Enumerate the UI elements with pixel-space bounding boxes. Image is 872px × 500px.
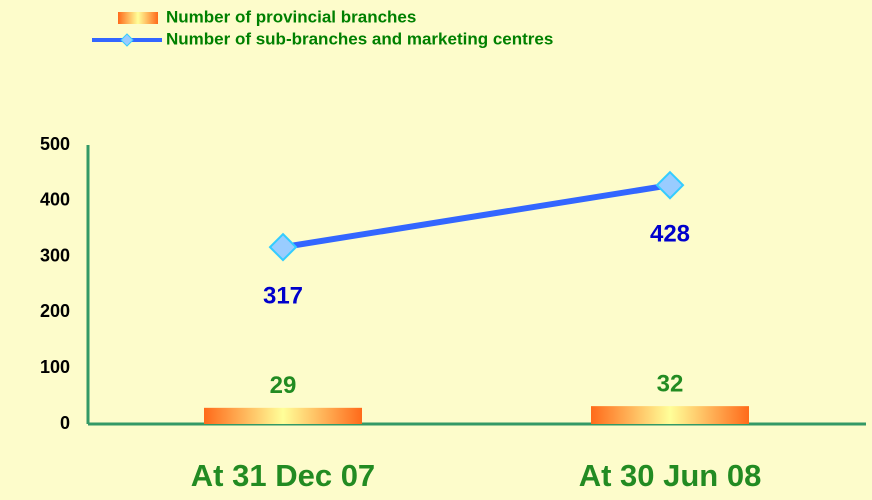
y-tick-label: 0 — [60, 413, 70, 433]
legend-label: Number of sub-branches and marketing cen… — [166, 29, 553, 48]
x-tick-label: At 31 Dec 07 — [191, 458, 375, 493]
y-tick-label: 100 — [40, 357, 70, 377]
x-tick-label: At 30 Jun 08 — [579, 458, 762, 493]
line-value-label: 317 — [263, 282, 303, 309]
y-tick-label: 400 — [40, 190, 70, 210]
y-tick-label: 200 — [40, 301, 70, 321]
bar-value-label: 32 — [657, 370, 684, 397]
y-tick-label: 300 — [40, 245, 70, 265]
y-tick-label: 500 — [40, 134, 70, 154]
line-value-label: 428 — [650, 221, 690, 248]
legend-marker — [120, 33, 134, 47]
bar — [204, 407, 362, 424]
line-marker — [268, 232, 298, 262]
bar — [591, 406, 749, 424]
legend-label: Number of provincial branches — [166, 7, 416, 26]
line — [282, 182, 671, 251]
bar-value-label: 29 — [270, 372, 297, 399]
line-marker — [655, 170, 685, 200]
legend-swatch — [118, 12, 158, 24]
